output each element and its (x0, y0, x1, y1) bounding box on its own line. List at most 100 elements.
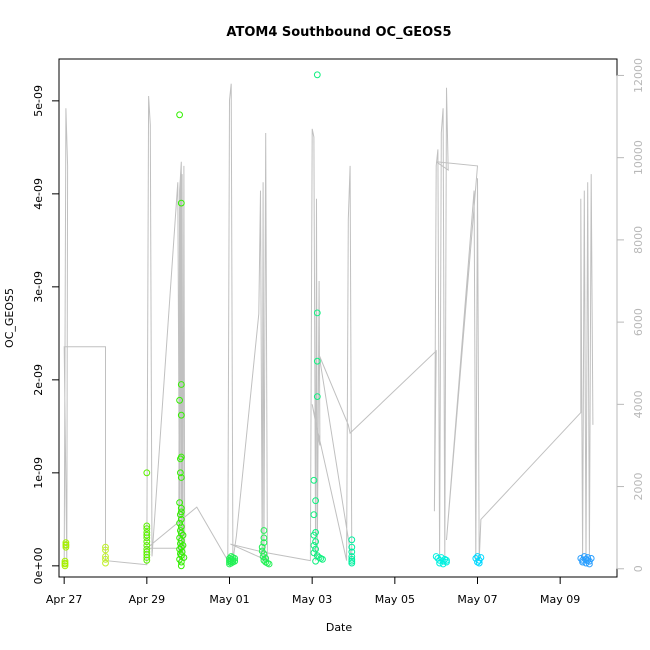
x-tick-label: May 05 (375, 593, 415, 606)
data-point (61, 559, 69, 567)
data-point (313, 357, 321, 365)
data-point (61, 557, 69, 565)
data-point (313, 71, 321, 79)
data-point (260, 550, 268, 558)
data-point (432, 553, 440, 560)
y-right-tick-label: 6000 (632, 308, 645, 336)
y-left-tick-label: 5e-09 (32, 85, 45, 117)
data-point (143, 556, 151, 564)
data-point (177, 543, 185, 551)
x-tick-label: May 09 (540, 593, 580, 606)
data-point (475, 559, 483, 567)
data-point (436, 559, 444, 567)
data-point (348, 543, 356, 551)
data-point (177, 511, 184, 519)
data-point (472, 555, 480, 562)
altitude-track-layer (63, 83, 594, 566)
data-point (586, 560, 593, 568)
x-tick-label: May 07 (457, 593, 497, 606)
data-point (439, 557, 447, 565)
points-layer (61, 71, 595, 570)
y-axis-label: OC_GEOS5 (3, 288, 16, 348)
x-tick-label: Apr 29 (129, 593, 166, 606)
y-right-tick-label: 8000 (632, 226, 645, 254)
y-left-tick-label: 1e-09 (32, 457, 45, 489)
data-point (348, 548, 356, 556)
data-point (260, 527, 268, 534)
data-point (143, 531, 151, 539)
data-point (434, 555, 442, 562)
y-right-tick-label: 12000 (632, 58, 645, 93)
data-point (177, 474, 185, 481)
data-point (258, 543, 266, 551)
data-point (177, 469, 184, 477)
x-tick-label: May 01 (209, 593, 249, 606)
data-point (231, 557, 239, 565)
data-point (179, 542, 187, 549)
data-point (176, 519, 184, 527)
data-point (143, 469, 151, 477)
data-point (177, 199, 185, 207)
x-axis-label: Date (326, 621, 353, 634)
x-tick-label: May 03 (292, 593, 332, 606)
data-point (143, 554, 151, 561)
data-point (143, 522, 151, 530)
data-point (584, 556, 592, 564)
data-point (177, 455, 184, 463)
data-point (177, 381, 185, 388)
data-point (143, 525, 151, 532)
data-point (177, 558, 185, 566)
data-point (177, 515, 185, 523)
y-left-tick-label: 4e-09 (32, 178, 45, 210)
data-point (176, 396, 184, 404)
x-tick-label: Apr 27 (46, 593, 83, 606)
data-point (310, 531, 318, 539)
data-point (348, 555, 356, 563)
data-point (177, 562, 185, 570)
x-axis: Apr 27 Apr 29 May 01 May 03 May 05 May 07 May … (46, 576, 580, 606)
y-axis-left: 0e+00 1e-09 2e-09 3e-09 4e-09 5e-09 (32, 85, 60, 584)
y-right-tick-label: 10000 (632, 140, 645, 175)
data-point (176, 111, 184, 119)
y-left-tick-label: 3e-09 (32, 271, 45, 303)
chart-title: ATOM4 Southbound OC_GEOS5 (226, 25, 451, 40)
data-point (310, 476, 318, 484)
altitude-track-line (63, 83, 594, 566)
data-point (231, 555, 239, 562)
data-point (62, 541, 70, 548)
data-point (312, 538, 320, 546)
y-right-tick-label: 4000 (632, 390, 645, 418)
y-axis-right: 0 2000 4000 6000 8000 10000 12000 (616, 58, 645, 572)
data-point (443, 556, 450, 564)
y-left-tick-label: 2e-09 (32, 364, 45, 396)
data-point (313, 393, 321, 401)
data-point (313, 309, 321, 317)
y-right-tick-label: 0 (632, 565, 645, 572)
y-right-tick-label: 2000 (632, 473, 645, 501)
data-point (348, 553, 356, 560)
data-point (62, 539, 70, 546)
data-point (260, 534, 268, 542)
data-point (102, 559, 109, 567)
plot-frame (58, 58, 618, 578)
data-point (177, 537, 185, 545)
data-point (177, 523, 185, 531)
data-point (312, 545, 320, 553)
data-point (177, 529, 185, 537)
data-point (61, 562, 69, 570)
data-point (265, 560, 273, 568)
data-point (310, 511, 318, 519)
data-point (262, 555, 270, 562)
data-point (348, 536, 356, 544)
data-point (319, 555, 326, 563)
data-point (143, 542, 151, 549)
data-point (348, 557, 356, 565)
data-point (348, 559, 356, 567)
data-point (177, 504, 185, 512)
data-point (177, 411, 185, 419)
data-point (312, 497, 320, 505)
data-point (102, 546, 109, 554)
data-point (143, 538, 151, 546)
data-point (102, 555, 109, 563)
